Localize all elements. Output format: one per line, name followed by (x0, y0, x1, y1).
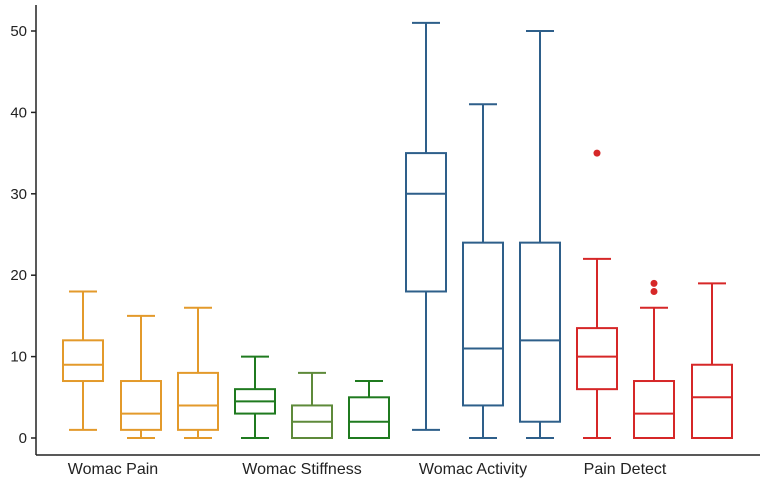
box-plot (633, 279, 675, 439)
y-tick-label: 50 (10, 23, 27, 40)
y-tick-label: 30 (10, 186, 27, 203)
group-label: Womac Pain (68, 461, 158, 478)
box-group-womac-activity (405, 21, 561, 439)
iqr-box (576, 327, 618, 391)
box-group-womac-stiffness (234, 355, 390, 440)
iqr-box (405, 152, 447, 293)
y-tick-label: 40 (10, 104, 27, 121)
group-label: Womac Activity (419, 461, 527, 478)
box-plot (177, 306, 219, 439)
box-group-pain-detect (576, 149, 733, 439)
box-plot (62, 290, 104, 431)
iqr-box (62, 339, 104, 383)
iqr-box (519, 241, 561, 423)
iqr-box (691, 363, 733, 439)
outlier-point (650, 287, 658, 295)
box-plot (120, 314, 162, 439)
boxes (62, 21, 733, 440)
iqr-box (177, 371, 219, 431)
y-tick-label: 10 (10, 349, 27, 366)
box-plot (291, 371, 333, 440)
iqr-box (462, 241, 504, 407)
y-ticks: 0 10 20 30 40 50 (10, 23, 36, 447)
box-plot (348, 380, 390, 439)
group-label: Pain Detect (584, 461, 667, 478)
group-label: Womac Stiffness (242, 461, 361, 478)
box-group-womac-pain (62, 290, 219, 439)
axes (35, 5, 760, 456)
box-plot (691, 282, 733, 439)
box-plot (519, 30, 561, 439)
iqr-box (633, 380, 675, 439)
iqr-box (120, 380, 162, 431)
box-plot (462, 103, 504, 439)
y-tick-label: 0 (19, 430, 27, 447)
box-plot (234, 355, 276, 439)
group-labels: Womac Pain Womac Stiffness Womac Activity P… (68, 461, 667, 478)
outlier-point (650, 279, 658, 287)
box-plot (405, 21, 447, 431)
outlier-point (593, 149, 601, 157)
y-tick-label: 20 (10, 267, 27, 284)
iqr-box (348, 396, 390, 439)
box-plot (576, 149, 618, 439)
